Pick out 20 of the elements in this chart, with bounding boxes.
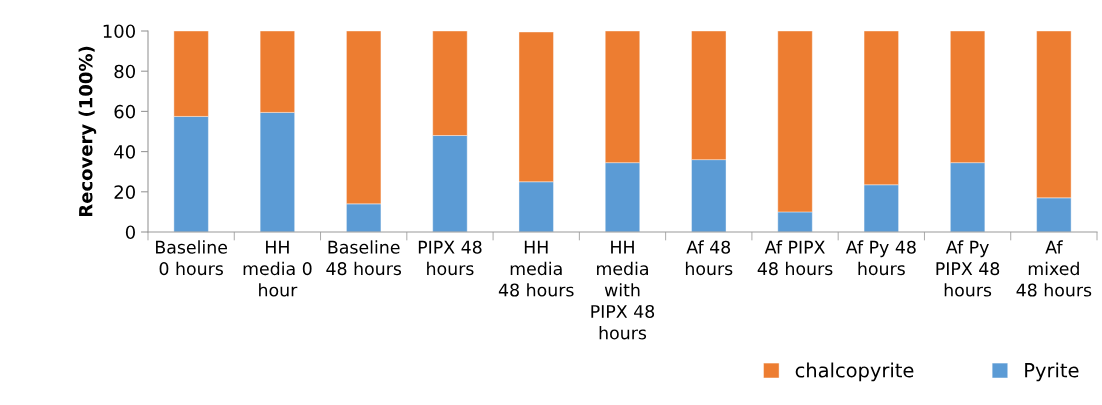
y-tick-label: 40	[114, 145, 135, 159]
y-axis-title: Recovery (100%)	[78, 46, 97, 217]
y-tick-label: 60	[114, 104, 135, 119]
y-tick-label: 100	[103, 24, 135, 39]
x-tick-label: Baseline 0 hours	[156, 240, 228, 276]
y-tick-label: 20	[114, 185, 135, 199]
x-tick-label: HH media with PIPX 48 hours	[591, 240, 655, 340]
x-tick-label: Baseline 48 hours	[326, 240, 402, 276]
x-tick-label: Af Py 48 hours	[845, 240, 916, 276]
x-tick-label: HH media 0 hour	[243, 240, 312, 297]
x-tick-label: PIPX 48 hours	[418, 240, 482, 276]
legend-label: chalcopyrite	[795, 362, 914, 382]
x-tick-label: Af 48 hours	[685, 240, 733, 276]
x-tick-label: Af mixed 48 hours	[1016, 240, 1092, 297]
x-tick-label: Af Py PIPX 48 hours	[936, 240, 1000, 297]
legend-label: Pyrite	[1025, 362, 1079, 382]
x-tick-label: HH media 48 hours	[498, 240, 574, 297]
x-tick-label: Af PIPX 48 hours	[757, 240, 833, 276]
y-tick-label: 0	[125, 225, 135, 240]
y-tick-label: 80	[114, 64, 135, 79]
